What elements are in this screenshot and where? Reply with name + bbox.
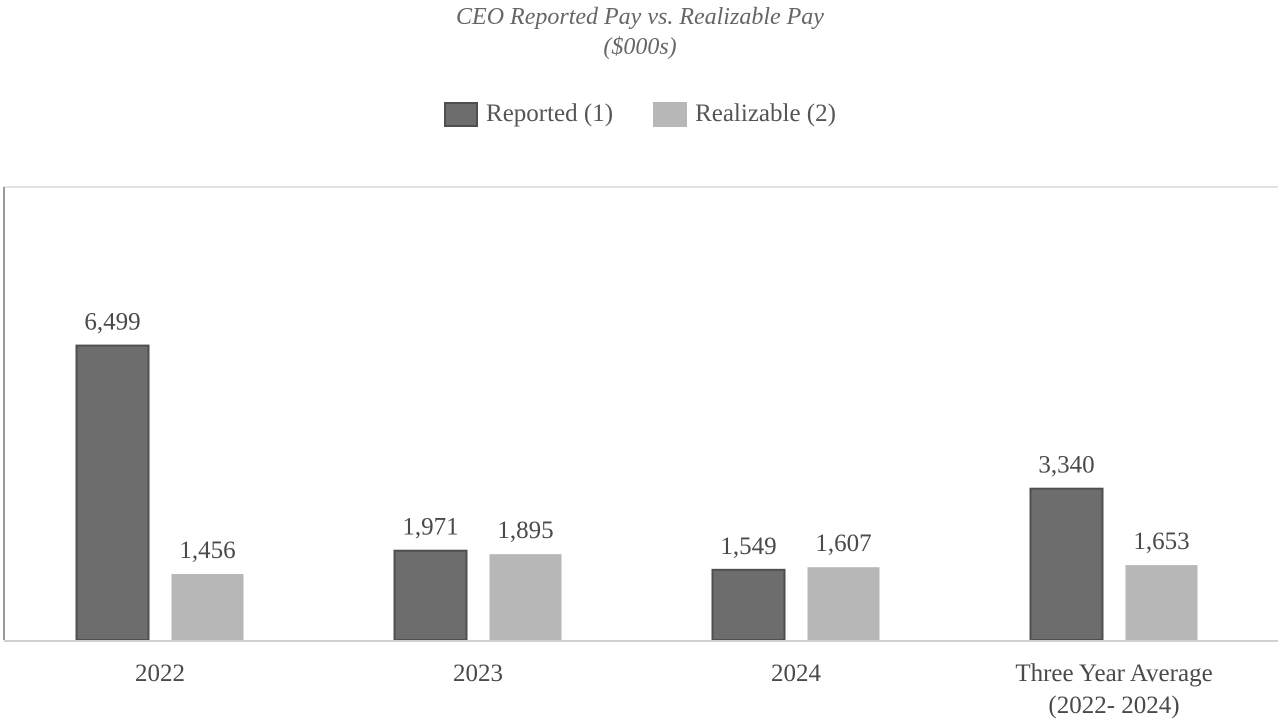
data-label-realizable-3: 1,653 — [1133, 528, 1189, 555]
data-label-realizable-2: 1,607 — [815, 530, 871, 557]
legend-swatch-realizable — [653, 101, 688, 127]
chart-legend: Reported (1) Realizable (2) — [0, 100, 1280, 128]
legend-label-reported: Reported (1) — [486, 100, 614, 127]
x-tick-label-3-0: Three Year Average — [1015, 660, 1212, 687]
bar-reported-0 — [75, 344, 150, 641]
bar-realizable-0 — [171, 574, 244, 640]
data-label-realizable-0: 1,456 — [179, 537, 235, 564]
x-tick-label-2-0: 2024 — [771, 660, 822, 687]
data-label-reported-2: 1,549 — [720, 533, 776, 560]
legend-entry-reported: Reported (1) — [444, 100, 613, 128]
legend-label-realizable: Realizable (2) — [695, 100, 836, 127]
x-tick-label-1-0: 2023 — [453, 660, 503, 687]
chart-title-block: CEO Reported Pay vs. Realizable Pay ($00… — [0, 2, 1280, 62]
data-label-reported-0: 6,499 — [84, 309, 140, 336]
chart-subtitle: ($000s) — [603, 34, 677, 60]
bar-reported-2 — [711, 568, 786, 642]
bar-realizable-3 — [1125, 565, 1198, 640]
x-tick-label-3-1: (2022- 2024) — [1048, 692, 1179, 719]
data-label-realizable-1: 1,895 — [497, 517, 553, 544]
legend-swatch-reported — [444, 101, 479, 127]
chart-title: CEO Reported Pay vs. Realizable Pay — [456, 4, 824, 30]
data-label-reported-3: 3,340 — [1038, 452, 1094, 479]
bar-realizable-1 — [489, 554, 562, 640]
bar-reported-1 — [393, 549, 468, 641]
bar-reported-3 — [1029, 487, 1104, 641]
data-label-reported-1: 1,971 — [402, 514, 458, 541]
legend-entry-realizable: Realizable (2) — [653, 100, 836, 128]
bar-realizable-2 — [807, 567, 880, 640]
x-tick-label-0-0: 2022 — [135, 660, 185, 687]
